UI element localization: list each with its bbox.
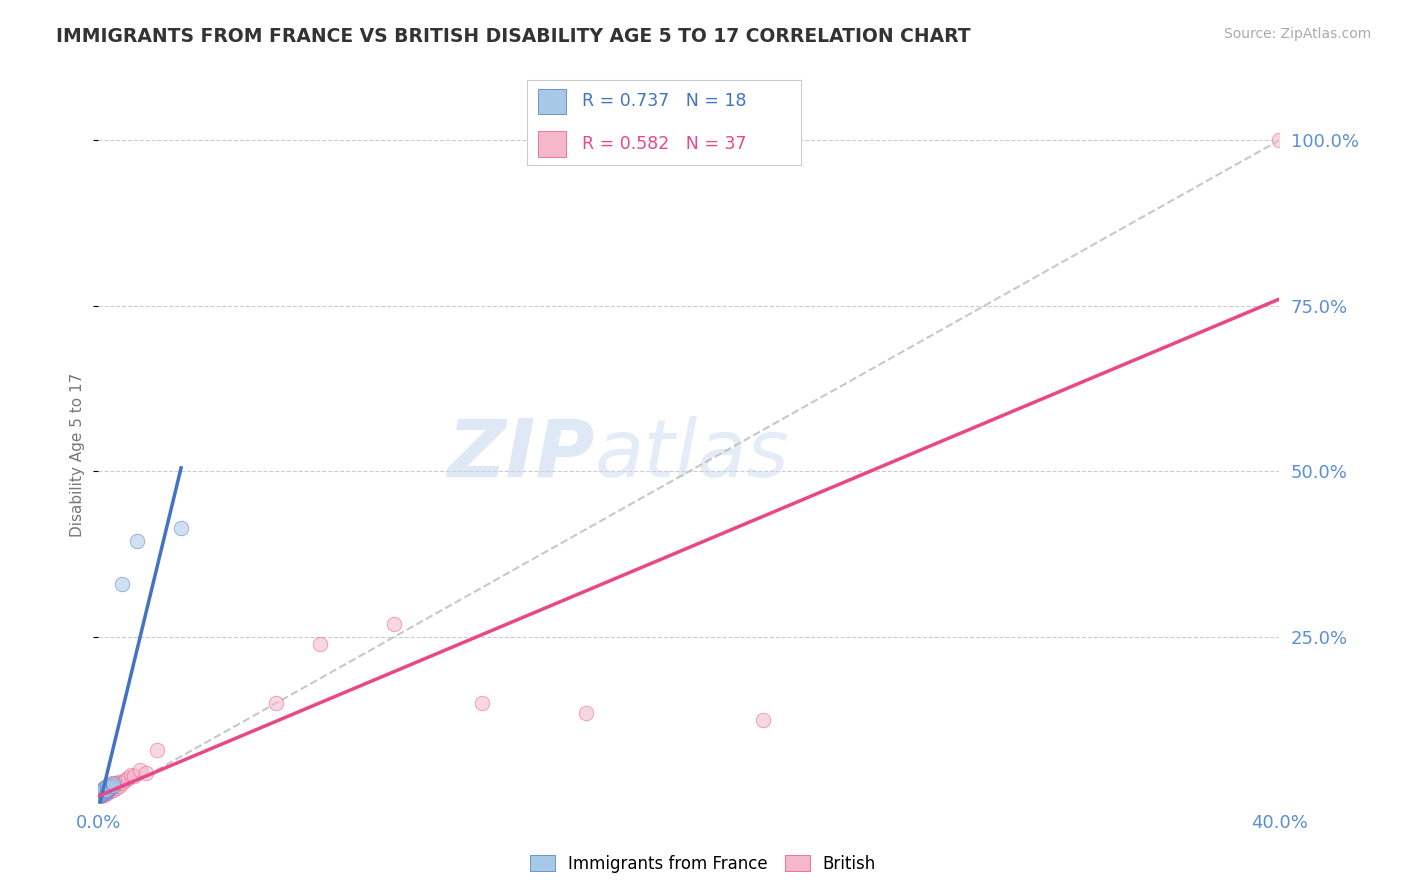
Point	[93, 786, 115, 800]
Point	[98, 781, 121, 796]
Point	[93, 786, 115, 800]
Text: IMMIGRANTS FROM FRANCE VS BRITISH DISABILITY AGE 5 TO 17 CORRELATION CHART: IMMIGRANTS FROM FRANCE VS BRITISH DISABI…	[56, 27, 972, 45]
Point	[146, 743, 169, 757]
Point	[108, 779, 131, 793]
Point	[98, 777, 121, 791]
Point	[111, 776, 134, 790]
Point	[87, 789, 110, 804]
Point	[96, 784, 118, 798]
Point	[382, 616, 405, 631]
Point	[103, 782, 125, 797]
Point	[93, 782, 115, 797]
Text: ZIP: ZIP	[447, 416, 595, 494]
Point	[103, 776, 125, 790]
Point	[96, 784, 118, 798]
Bar	[538, 131, 565, 157]
Point	[108, 774, 131, 789]
Point	[1268, 133, 1291, 147]
Text: Source: ZipAtlas.com: Source: ZipAtlas.com	[1223, 27, 1371, 41]
Point	[90, 784, 112, 798]
Point	[96, 779, 118, 793]
Point	[128, 763, 150, 777]
Point	[309, 637, 332, 651]
Point	[87, 789, 110, 804]
Point	[471, 697, 494, 711]
Point	[93, 784, 115, 798]
Point	[98, 779, 121, 793]
Point	[114, 772, 136, 787]
Point	[93, 781, 115, 796]
Point	[125, 534, 148, 549]
Text: R = 0.582   N = 37: R = 0.582 N = 37	[582, 135, 747, 153]
Point	[574, 706, 596, 721]
Point	[103, 779, 125, 793]
Y-axis label: Disability Age 5 to 17: Disability Age 5 to 17	[70, 373, 86, 537]
Point	[93, 781, 115, 796]
Point	[93, 784, 115, 798]
Point	[117, 771, 139, 785]
Point	[264, 697, 287, 711]
Point	[96, 786, 118, 800]
Point	[90, 785, 112, 799]
Point	[122, 769, 145, 783]
Text: atlas: atlas	[595, 416, 789, 494]
Text: R = 0.737   N = 18: R = 0.737 N = 18	[582, 93, 747, 111]
Point	[93, 788, 115, 802]
Point	[98, 784, 121, 798]
Bar	[538, 89, 565, 114]
Point	[90, 788, 112, 802]
Point	[96, 782, 118, 797]
Point	[96, 782, 118, 797]
Point	[751, 713, 773, 727]
Point	[135, 766, 157, 780]
Point	[90, 787, 112, 801]
Point	[90, 786, 112, 800]
Point	[120, 768, 142, 782]
Point	[96, 779, 118, 793]
Point	[90, 789, 112, 804]
Legend: Immigrants from France, British: Immigrants from France, British	[523, 848, 883, 880]
Point	[98, 781, 121, 796]
Point	[105, 776, 128, 790]
Point	[103, 777, 125, 791]
Point	[90, 788, 112, 802]
Point	[111, 577, 134, 591]
Point	[170, 521, 193, 535]
Point	[105, 781, 128, 796]
